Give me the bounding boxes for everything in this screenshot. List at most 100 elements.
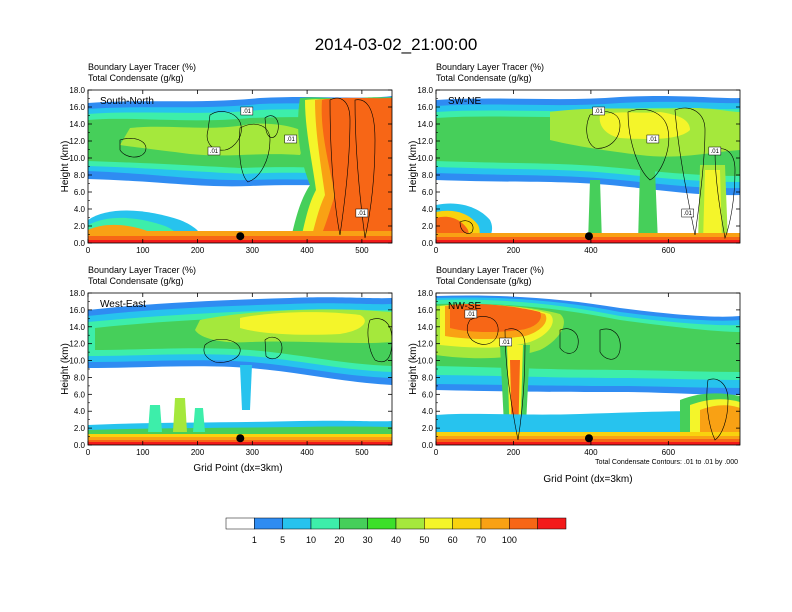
- x-tick-label: 100: [136, 246, 150, 255]
- x-tick-label: 400: [584, 246, 598, 255]
- contour-label: .01: [358, 211, 367, 217]
- y-tick-label: 14.0: [69, 323, 85, 332]
- x-tick-label: 500: [355, 246, 369, 255]
- y-tick-label: 18.0: [69, 86, 85, 95]
- y-tick-label: 0.0: [74, 441, 86, 450]
- subtitle-tracer: Boundary Layer Tracer (%): [436, 62, 544, 72]
- y-tick-label: 4.0: [422, 407, 434, 416]
- x-axis-label: Grid Point (dx=3km): [543, 474, 632, 485]
- x-tick-label: 400: [584, 448, 598, 457]
- contour-label-box: [592, 106, 605, 116]
- cross-section-field: [88, 90, 392, 243]
- contour-label-box: [207, 146, 221, 156]
- subtitle-tracer: Boundary Layer Tracer (%): [436, 265, 544, 275]
- location-marker: [584, 434, 593, 443]
- location-marker: [236, 232, 245, 241]
- x-tick-label: 400: [300, 246, 314, 255]
- y-tick-label: 8.0: [74, 171, 86, 180]
- cross-section-field: [436, 293, 740, 445]
- y-tick-label: 10.0: [417, 357, 433, 366]
- y-tick-label: 0.0: [422, 441, 434, 450]
- y-tick-label: 6.0: [422, 390, 434, 399]
- subtitle-tracer: Boundary Layer Tracer (%): [88, 62, 196, 72]
- contour-note: Total Condensate Contours: .01 to .01 by…: [595, 459, 738, 466]
- location-marker: [236, 434, 245, 443]
- colorbar-swatch: [424, 517, 453, 530]
- y-tick-label: 2.0: [74, 222, 86, 231]
- y-tick-label: 18.0: [417, 289, 433, 298]
- panel-label: SW-NE: [448, 96, 481, 107]
- x-tick-label: 400: [300, 448, 314, 457]
- y-axis-label: Height (km): [408, 343, 419, 395]
- y-axis-label: Height (km): [408, 141, 419, 193]
- panel-nw-se: Boundary Layer Tracer (%) Total Condensa…: [435, 265, 741, 446]
- colorbar-label: 70: [476, 535, 486, 545]
- subtitle-condensate: Total Condensate (g/kg): [436, 73, 532, 83]
- y-tick-label: 14.0: [69, 120, 85, 129]
- cross-section-field: [88, 293, 392, 445]
- x-tick-label: 200: [191, 246, 205, 255]
- contour-label: .01: [502, 340, 511, 346]
- y-tick-label: 12.0: [417, 137, 433, 146]
- x-tick-label: 100: [136, 448, 150, 457]
- colorbar-swatch: [452, 517, 482, 530]
- panel-label: NW-SE: [448, 301, 481, 312]
- y-tick-label: 12.0: [69, 340, 85, 349]
- x-tick-label: 200: [191, 448, 205, 457]
- panel-label: West-East: [100, 299, 146, 310]
- contour-label-box: [646, 134, 660, 144]
- x-tick-label: 200: [507, 448, 521, 457]
- y-tick-label: 10.0: [69, 357, 85, 366]
- y-tick-label: 14.0: [417, 120, 433, 129]
- x-tick-label: 0: [434, 246, 439, 255]
- contour-label-box: [284, 134, 297, 144]
- y-tick-label: 2.0: [74, 424, 86, 433]
- colorbar-label: 50: [419, 535, 429, 545]
- y-tick-label: 18.0: [417, 86, 433, 95]
- contour-label: .01: [467, 312, 476, 318]
- colorbar-label: 100: [502, 535, 517, 545]
- y-tick-label: 6.0: [74, 390, 86, 399]
- contour-label: .01: [711, 149, 720, 155]
- colorbar-label: 5: [280, 535, 285, 545]
- colorbar-swatch: [254, 517, 283, 530]
- x-tick-label: 300: [246, 448, 260, 457]
- colorbar-swatch: [339, 517, 368, 530]
- contour-label: .01: [684, 211, 693, 217]
- colorbar-label: 10: [306, 535, 316, 545]
- y-tick-label: 16.0: [69, 306, 85, 315]
- y-axis-label: Height (km): [60, 141, 71, 193]
- colorbar-swatch: [480, 517, 510, 530]
- x-tick-label: 600: [662, 448, 676, 457]
- y-tick-label: 4.0: [74, 205, 86, 214]
- panel-west-east: Boundary Layer Tracer (%) Total Condensa…: [87, 265, 393, 446]
- y-tick-label: 18.0: [69, 289, 85, 298]
- contour-label-box: [355, 208, 369, 218]
- x-tick-label: 0: [86, 448, 91, 457]
- colorbar-label: 30: [363, 535, 373, 545]
- y-tick-label: 2.0: [422, 424, 434, 433]
- panel-label: South-North: [100, 96, 154, 107]
- contour-label-box: [681, 208, 694, 218]
- y-tick-label: 16.0: [417, 103, 433, 112]
- cross-section-field: [436, 90, 740, 243]
- y-tick-label: 2.0: [422, 222, 434, 231]
- y-tick-label: 8.0: [74, 373, 86, 382]
- contour-label: .01: [210, 149, 219, 155]
- x-tick-label: 300: [246, 246, 260, 255]
- colorbar-swatch: [282, 517, 312, 530]
- y-tick-label: 0.0: [422, 239, 434, 248]
- y-tick-label: 0.0: [74, 239, 86, 248]
- x-axis-label: Grid Point (dx=3km): [193, 463, 282, 474]
- contour-label: .01: [243, 109, 252, 115]
- x-tick-label: 500: [355, 448, 369, 457]
- contour-label-box: [240, 106, 254, 116]
- y-tick-label: 16.0: [417, 306, 433, 315]
- subtitle-condensate: Total Condensate (g/kg): [88, 276, 184, 286]
- contour-label: .01: [594, 109, 603, 115]
- contour-label-box: [499, 337, 512, 347]
- y-tick-label: 6.0: [422, 188, 434, 197]
- y-tick-label: 14.0: [417, 323, 433, 332]
- colorbar-label: 40: [391, 535, 401, 545]
